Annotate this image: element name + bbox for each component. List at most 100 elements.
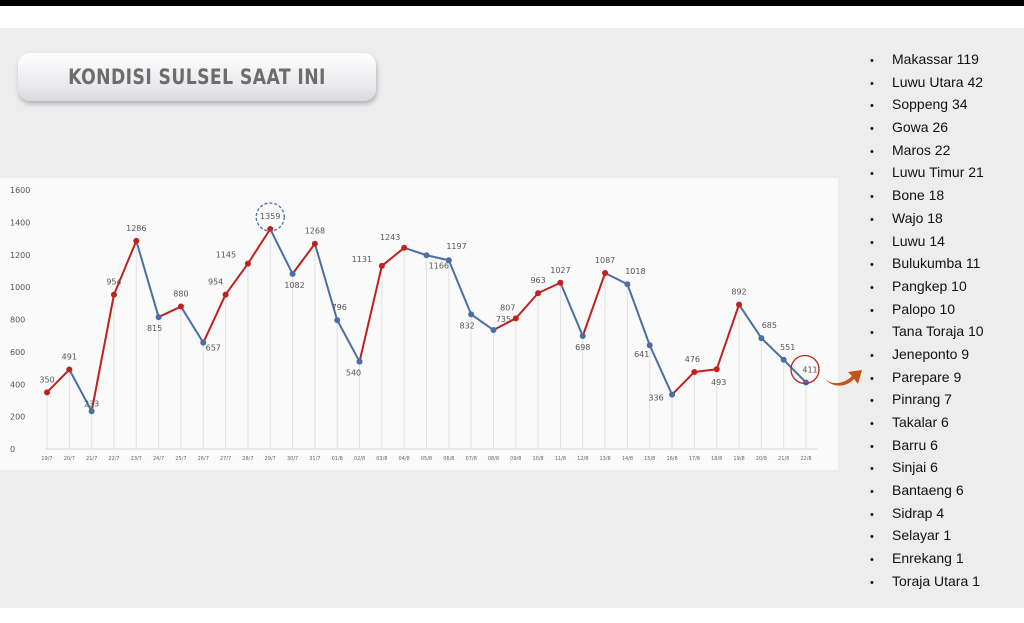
series-segment: [313, 243, 339, 321]
data-point: [200, 339, 207, 346]
data-label: 1018: [625, 267, 645, 276]
data-label: 1243: [380, 233, 400, 242]
series-segment: [403, 246, 427, 257]
series-segment: [626, 283, 651, 346]
x-tick-label: 30/7: [287, 456, 298, 462]
bullet-icon: •: [870, 213, 874, 226]
region-label: Luwu Timur 21: [892, 164, 984, 181]
y-tick-label: 600: [10, 348, 25, 357]
bullet-icon: •: [870, 123, 874, 136]
region-item: • Luwu Utara 42: [870, 71, 984, 94]
y-tick-label: 1600: [10, 186, 30, 195]
series-segment: [158, 305, 182, 318]
x-tick-label: 02/8: [354, 456, 365, 462]
data-point: [557, 279, 564, 286]
region-item: • Parepare 9: [870, 366, 984, 389]
x-tick-label: 14/8: [622, 456, 633, 462]
region-label: Selayar 1: [892, 527, 952, 544]
title-box: KONDISI SULSEL SAAT INI: [18, 53, 376, 101]
region-label: Wajo 18: [892, 209, 943, 226]
region-label: Maros 22: [892, 141, 951, 158]
data-point: [423, 252, 430, 259]
data-label: 336: [648, 394, 663, 403]
bullet-icon: •: [870, 304, 874, 317]
data-point: [713, 366, 720, 373]
region-label: Bantaeng 6: [892, 482, 964, 499]
x-tick-label: 07/8: [466, 456, 477, 462]
data-label: 954: [106, 278, 121, 287]
region-label: Bulukumba 11: [892, 255, 981, 272]
data-label: 1286: [126, 224, 146, 233]
data-point: [669, 391, 676, 398]
data-point: [44, 389, 50, 396]
top-border: [0, 0, 1024, 6]
region-label: Tana Toraja 10: [892, 323, 984, 340]
region-item: • Bulukumba 11: [870, 252, 984, 275]
region-label: Sinjai 6: [892, 459, 938, 476]
data-point: [334, 317, 341, 324]
series-segment: [648, 344, 673, 396]
data-label: 1268: [305, 227, 325, 236]
x-tick-label: 24/7: [153, 456, 164, 462]
y-tick-label: 1200: [10, 251, 30, 260]
data-label: 1359: [260, 212, 280, 221]
data-point: [110, 291, 117, 298]
bullet-icon: •: [870, 191, 874, 204]
region-item: • Palopo 10: [870, 298, 984, 321]
data-label: 491: [62, 353, 77, 362]
x-tick-label: 16/8: [666, 456, 677, 462]
data-label: 493: [711, 378, 726, 387]
data-point: [468, 311, 475, 318]
region-item: • Jeneponto 9: [870, 343, 984, 366]
chart-panel: [0, 178, 838, 470]
series-segment: [336, 319, 361, 363]
data-label: 892: [731, 288, 746, 297]
region-item: • Selayar 1: [870, 524, 984, 547]
x-tick-label: 31/7: [309, 456, 320, 462]
region-label: Enrekang 1: [892, 550, 964, 567]
data-label: 963: [530, 276, 545, 285]
x-axis: 19/7 20/7 21/7 22/7 23/7 24/7 25/7 26/7 27/7 28/7…: [41, 456, 811, 462]
bullet-icon: •: [870, 55, 874, 67]
region-case-list: • Makassar 119 • Luwu Utara 42 • Soppeng 34 • G…: [870, 48, 984, 593]
series-segment: [671, 371, 696, 396]
chart-data-labels: 350 491 233 954 1286 815 880 657 954 1145 1359 1082…: [39, 212, 817, 408]
series-segment: [46, 368, 71, 394]
series-segment: [537, 281, 561, 295]
x-tick-label: 25/7: [175, 456, 186, 462]
bullet-icon: •: [870, 463, 874, 476]
series-segment: [760, 337, 785, 361]
bullet-icon: •: [870, 168, 874, 181]
data-label: 954: [208, 278, 223, 287]
bullet-icon: •: [870, 349, 874, 362]
data-point: [512, 315, 519, 322]
region-label: Luwu Utara 42: [892, 73, 984, 90]
region-label: Toraja Utara 1: [892, 572, 980, 589]
data-label: 1145: [216, 251, 236, 260]
region-item: • Wajo 18: [870, 207, 984, 230]
x-tick-label: 04/8: [399, 456, 410, 462]
x-tick-label: 22/8: [800, 456, 811, 462]
data-point: [401, 244, 408, 251]
arrow-right-icon: [824, 370, 862, 386]
region-item: • Sinjai 6: [870, 456, 984, 479]
bullet-icon: •: [870, 236, 874, 249]
x-tick-label: 11/8: [555, 456, 566, 462]
bullet-icon: •: [870, 486, 874, 499]
y-tick-label: 0: [10, 445, 15, 454]
x-tick-label: 19/8: [733, 456, 744, 462]
region-item: • Enrekang 1: [870, 547, 984, 570]
region-item: • Gowa 26: [870, 116, 984, 139]
region-item: • Makassar 119: [870, 48, 984, 71]
data-point: [244, 260, 251, 267]
x-tick-label: 22/7: [108, 456, 119, 462]
data-label: 880: [173, 290, 188, 299]
y-tick-label: 200: [10, 413, 25, 422]
data-label: 832: [460, 321, 475, 330]
data-label: 476: [685, 355, 700, 364]
x-tick-label: 03/8: [376, 456, 387, 462]
x-tick-label: 06/8: [443, 456, 454, 462]
region-label: Gowa 26: [892, 119, 949, 136]
data-point: [88, 408, 95, 415]
data-label: 685: [762, 321, 777, 330]
